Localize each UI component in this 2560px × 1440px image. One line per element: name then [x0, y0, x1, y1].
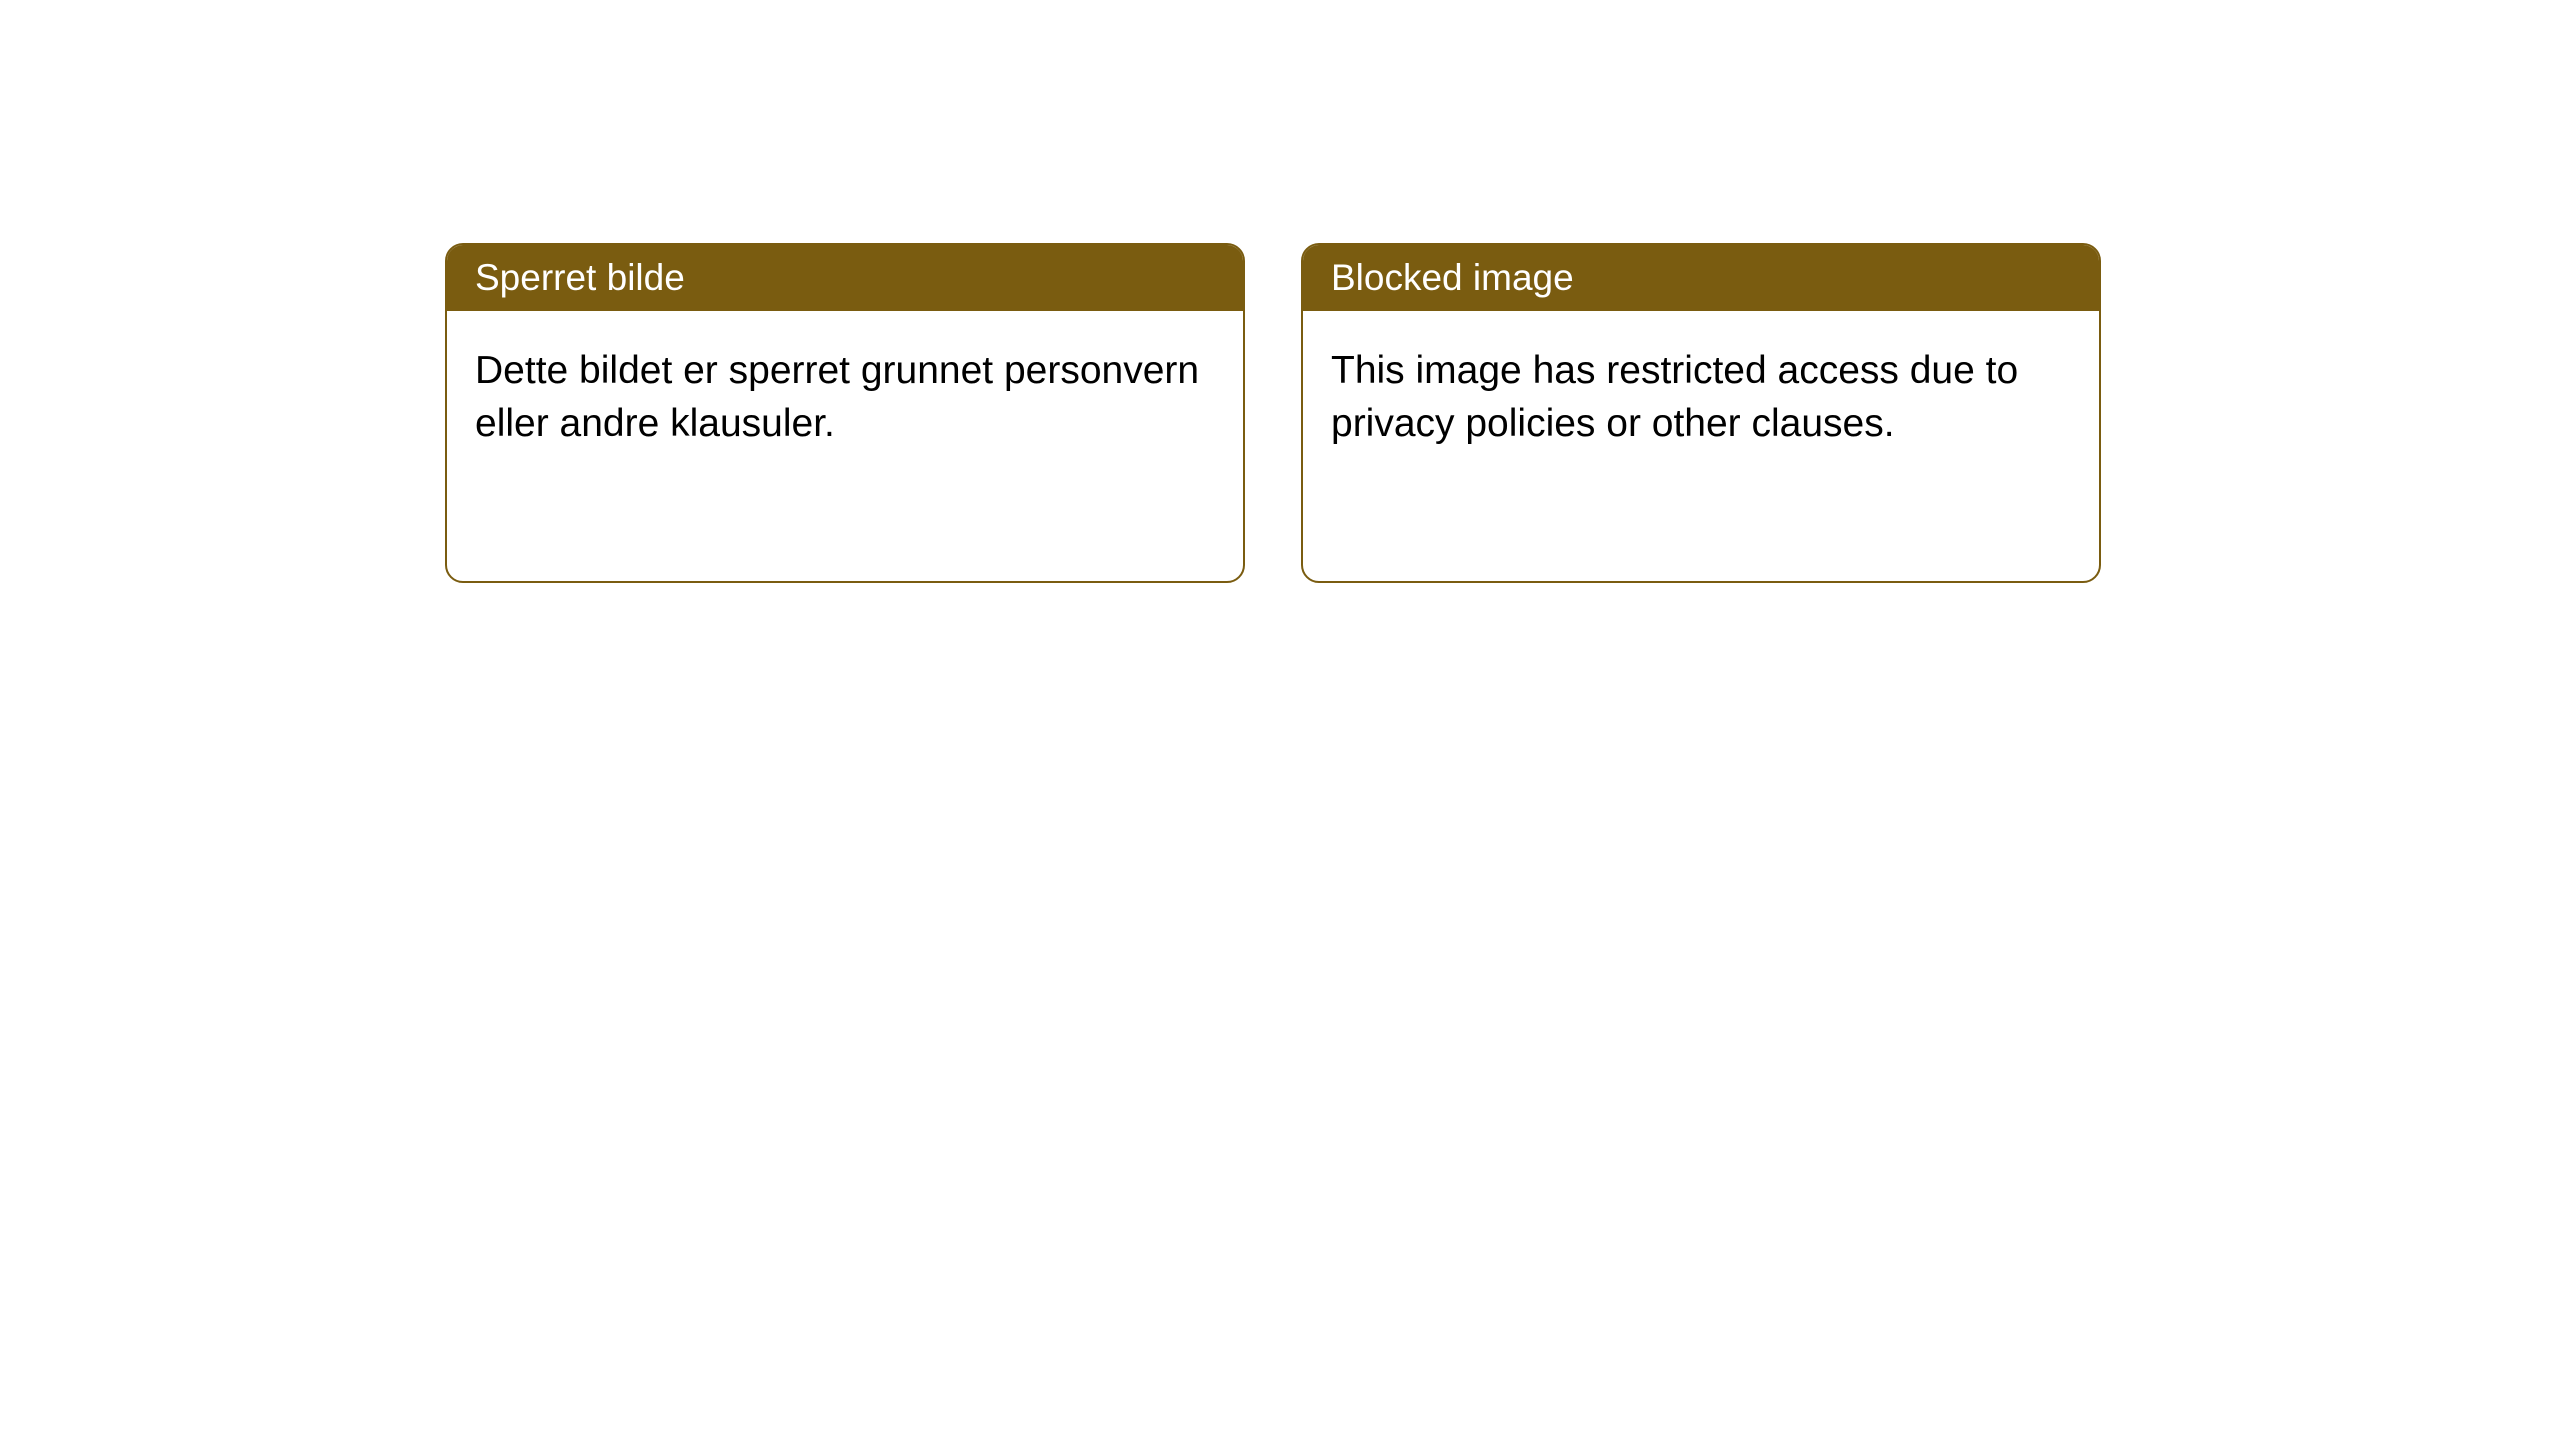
notice-box-norwegian: Sperret bilde Dette bildet er sperret gr…: [445, 243, 1245, 583]
notice-container: Sperret bilde Dette bildet er sperret gr…: [445, 243, 2101, 583]
notice-body: This image has restricted access due to …: [1303, 311, 2099, 581]
notice-body: Dette bildet er sperret grunnet personve…: [447, 311, 1243, 581]
notice-message: This image has restricted access due to …: [1331, 349, 2018, 445]
notice-title: Blocked image: [1331, 257, 1574, 298]
notice-box-english: Blocked image This image has restricted …: [1301, 243, 2101, 583]
notice-header: Sperret bilde: [447, 245, 1243, 311]
notice-title: Sperret bilde: [475, 257, 685, 298]
notice-message: Dette bildet er sperret grunnet personve…: [475, 349, 1199, 445]
notice-header: Blocked image: [1303, 245, 2099, 311]
